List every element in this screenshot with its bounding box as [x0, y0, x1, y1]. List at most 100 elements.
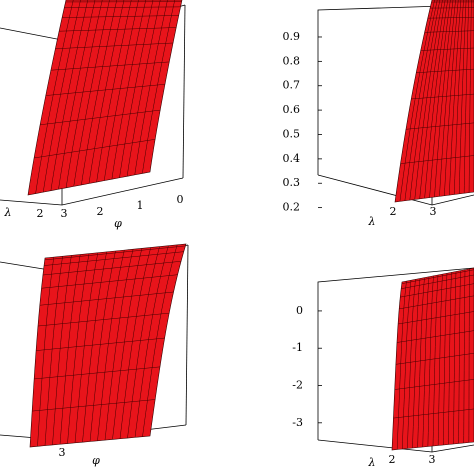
z-tick-label: 0.4 [283, 152, 301, 165]
surface-mesh [458, 270, 461, 444]
surface-mesh [412, 278, 421, 449]
z-tick-label: 0.2 [283, 201, 301, 214]
surface [27, 0, 183, 196]
box-edge [0, 177, 184, 206]
surface-mesh [405, 122, 474, 130]
surface-mesh [119, 247, 151, 439]
z-tick-label: 0.6 [283, 103, 301, 116]
surface-mesh [96, 0, 132, 183]
surface-mesh [443, 273, 448, 446]
surface-mesh [448, 272, 452, 445]
surface-mesh [432, 274, 439, 447]
x-axis-label: λ [4, 206, 12, 219]
surface-mesh [74, 252, 99, 443]
surface-mesh [36, 337, 165, 351]
z-tick-label: 0.3 [283, 176, 301, 189]
surface-mesh [89, 250, 116, 442]
z-tick-label: 0.7 [283, 79, 301, 92]
xticks-label: 3 [430, 205, 437, 218]
surface-mesh [449, 0, 462, 196]
xticks-label: 2 [37, 207, 44, 220]
surface-mesh [409, 0, 441, 201]
surface-mesh [427, 275, 434, 447]
surface-mesh [399, 0, 435, 202]
surface-mesh [111, 0, 146, 180]
surface-mesh [50, 0, 88, 191]
surface-mesh [126, 0, 161, 177]
surface-mesh [64, 6, 181, 9]
surface-mesh [82, 251, 107, 443]
surface-mesh [88, 0, 125, 184]
surface-mesh [67, 253, 90, 444]
z-tick-label: 0.8 [283, 54, 301, 67]
surface-mesh [104, 0, 139, 181]
surface-mesh [42, 261, 182, 276]
surface-mesh [58, 0, 96, 190]
xticks-label: 2 [390, 205, 397, 218]
surface-mesh [458, 0, 467, 194]
surface-mesh [422, 276, 430, 448]
surface-mesh [424, 30, 474, 33]
box-edge [182, 4, 186, 179]
surface-mesh [35, 0, 74, 194]
surface-mesh [81, 0, 117, 185]
box-edge [317, 267, 474, 440]
surface-mesh [395, 353, 474, 365]
surface-mesh [427, 17, 474, 19]
surface-mesh [401, 274, 474, 289]
surface-mesh [73, 0, 110, 187]
xticks-label: 3 [59, 446, 66, 459]
surface-mesh [453, 271, 457, 445]
xticks-label: 3 [61, 207, 68, 220]
yticks-label: 2 [97, 205, 104, 218]
z-tick-label: 0 [296, 304, 303, 317]
surface-mesh [444, 0, 459, 196]
surface-mesh [401, 269, 474, 284]
surface-mesh [402, 280, 412, 450]
surface-mesh [429, 0, 451, 198]
box-edge [185, 244, 189, 426]
surface-mesh [393, 408, 474, 419]
surface-mesh [463, 269, 466, 444]
surface-mesh [65, 0, 103, 188]
surface-mesh [142, 244, 178, 437]
surface-mesh [396, 330, 474, 343]
surface-mesh [414, 0, 443, 200]
z-tick-label: -2 [292, 379, 303, 392]
surface-mesh [119, 0, 154, 178]
surface-mesh [468, 268, 470, 443]
surface-mesh [37, 312, 170, 327]
surface-mesh [434, 0, 454, 198]
surface-mesh [44, 245, 186, 261]
surface-mesh [97, 250, 125, 441]
surface-mesh [34, 139, 156, 159]
surface-mesh [420, 47, 474, 51]
xticks-label: 3 [429, 453, 436, 466]
surface-mesh [398, 311, 474, 325]
surface-mesh [50, 61, 170, 71]
surface-mesh [400, 283, 474, 298]
z-tick-label: 0.5 [283, 127, 301, 140]
surface-mesh [417, 277, 425, 448]
y-axis-label: φ [114, 217, 122, 230]
surface-mesh [437, 274, 443, 446]
surface-mesh [41, 274, 178, 289]
yticks-label: 1 [137, 199, 144, 212]
surface-mesh [127, 246, 160, 439]
surface-mesh [52, 255, 72, 445]
surface-mesh [45, 84, 165, 96]
surface-mesh [40, 109, 161, 126]
surface-mesh [62, 15, 179, 18]
box-edge [317, 4, 474, 175]
surface-mesh [142, 0, 175, 174]
surface-mesh [43, 0, 81, 193]
surface-mesh [34, 366, 160, 380]
surface-mesh [44, 256, 63, 446]
x-axis-label: λ [368, 456, 376, 469]
surface-mesh [439, 0, 456, 197]
yticks-label: 0 [177, 193, 184, 206]
surface-mesh [419, 0, 446, 199]
surface-mesh [394, 379, 474, 390]
surface-mesh [59, 27, 177, 32]
